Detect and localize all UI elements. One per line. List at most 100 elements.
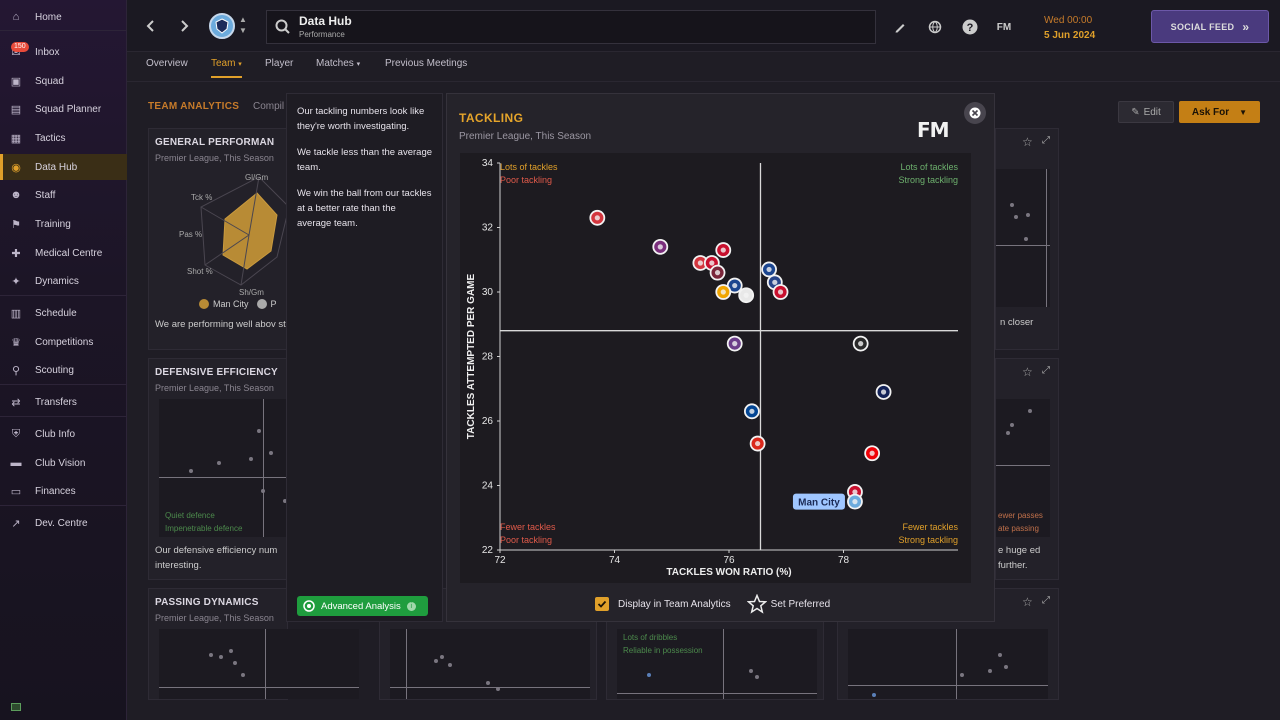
sidebar-item-label: Schedule <box>35 307 77 319</box>
expand-icon[interactable]: ⤢ <box>1042 135 1050 146</box>
crest-center <box>709 260 715 266</box>
sidebar-item-finances[interactable]: ▭ Finances <box>0 478 127 504</box>
tackling-scatter-chart: 72 74 76 78 22 24 26 28 30 32 34 TACKLES WON RATIO … <box>466 158 958 578</box>
sidebar-item-staff[interactable]: ☻ Staff <box>0 182 127 208</box>
checkmark-icon <box>597 600 607 608</box>
crest-center <box>869 450 875 456</box>
info-icon[interactable]: i <box>406 601 416 611</box>
crest-center <box>732 341 738 347</box>
edit-button[interactable] <box>891 18 909 36</box>
passing-dynamics-card[interactable]: PASSING DYNAMICS Premier League, This Se… <box>148 588 359 700</box>
y-tick-label: 22 <box>482 545 494 556</box>
team-dot <box>1010 423 1014 427</box>
team-dot <box>448 663 452 667</box>
club-crest[interactable] <box>209 13 235 39</box>
sidebar-item-squad-planner[interactable]: ▤ Squad Planner <box>0 96 127 122</box>
expand-icon[interactable]: ⤢ <box>1042 595 1050 606</box>
status-indicator-icon[interactable] <box>11 703 21 711</box>
modal-title: TACKLING <box>459 111 524 125</box>
sidebar-item-squad[interactable]: ▣ Squad <box>0 68 127 94</box>
avg-line <box>265 629 266 699</box>
sidebar-item-schedule[interactable]: ▥ Schedule <box>0 300 127 326</box>
display-checkbox[interactable] <box>595 597 609 611</box>
date-time: Wed 00:00 <box>1044 15 1093 26</box>
close-icon <box>969 107 981 119</box>
radar-legend: Man City P <box>199 299 277 309</box>
expand-icon[interactable]: ⤢ <box>1042 365 1050 376</box>
highlight-label-box <box>792 493 845 510</box>
sidebar-item-label: Scouting <box>35 364 74 376</box>
general-performance-card[interactable]: GENERAL PERFORMAN Premier League, This S… <box>148 128 289 350</box>
edit-analytics-button[interactable]: ✎ Edit <box>1118 101 1174 123</box>
quadrant-label: Lots of dribbles Reliable in possession <box>623 631 703 657</box>
radar-label: Pas % <box>179 230 202 239</box>
avg-line <box>159 687 359 688</box>
sidebar-item-label: Inbox <box>35 46 60 58</box>
quadrant-line: Lots of dribbles <box>623 633 678 642</box>
sidebar-item-dynamics[interactable]: ✦ Dynamics <box>0 268 127 294</box>
sidebar-item-data-hub[interactable]: ◉ Data Hub <box>0 154 127 180</box>
sidebar-item-medical-centre[interactable]: ✚ Medical Centre <box>0 240 127 266</box>
advanced-analysis-button[interactable]: Advanced Analysis i <box>297 596 428 616</box>
sidebar-item-club-info[interactable]: ⛨ Club Info <box>0 421 127 447</box>
avg-line <box>159 477 289 478</box>
sidebar-divider <box>0 416 127 417</box>
sidebar-item-competitions[interactable]: ♛ Competitions <box>0 329 127 355</box>
star-icon[interactable] <box>746 594 767 614</box>
help-button[interactable]: ? <box>961 18 979 36</box>
right-card-top[interactable]: ☆ ⤢ n closer <box>995 128 1059 350</box>
radar-label: Gl/Gm <box>245 173 268 182</box>
modal-subtitle: Premier League, This Season <box>459 131 592 142</box>
set-preferred-label[interactable]: Set Preferred <box>770 598 831 610</box>
tab-previous-meetings[interactable]: Previous Meetings <box>385 58 468 69</box>
sidebar-item-club-vision[interactable]: ▬ Club Vision <box>0 450 127 476</box>
star-icon[interactable]: ☆ <box>1022 365 1033 379</box>
sidebar-item-training[interactable]: ⚑ Training <box>0 211 127 237</box>
sidebar-item-scouting[interactable]: ⚲ Scouting <box>0 357 127 383</box>
sidebar-item-dev-centre[interactable]: ↗ Dev. Centre <box>0 510 127 536</box>
sidebar-divider <box>0 505 127 506</box>
sidebar-item-transfers[interactable]: ⇄ Transfers <box>0 389 127 415</box>
fm-logo: FM <box>917 118 950 142</box>
close-button[interactable] <box>964 102 986 124</box>
tab-player[interactable]: Player <box>265 58 294 69</box>
game-date[interactable]: Wed 00:00 5 Jun 2024 <box>1044 13 1095 43</box>
date-day: 5 Jun 2024 <box>1044 30 1096 41</box>
star-icon[interactable]: ☆ <box>1022 135 1033 149</box>
avg-line <box>956 629 957 699</box>
star-icon[interactable]: ☆ <box>1022 595 1033 609</box>
back-button[interactable] <box>139 14 161 38</box>
card-title: DEFENSIVE EFFICIENCY <box>155 367 278 378</box>
tab-team[interactable]: Team ▾ <box>211 58 242 78</box>
team-dot <box>872 693 876 697</box>
avg-line <box>996 465 1050 466</box>
club-crest-icon <box>215 18 229 34</box>
team-dot <box>269 451 273 455</box>
social-feed-button[interactable]: SOCIAL FEED » <box>1151 10 1269 43</box>
team-dot <box>755 675 759 679</box>
page-search-box[interactable]: Data Hub Performance <box>266 10 876 44</box>
display-label: Display in Team Analytics <box>618 598 731 610</box>
right-card-mid[interactable]: ☆ ⤢ ewer passes ate passing e huge ed fu… <box>995 358 1059 580</box>
x-tick-label: 76 <box>723 555 735 566</box>
mini-scatter <box>617 629 817 699</box>
forward-button[interactable] <box>174 14 196 38</box>
world-button[interactable] <box>926 18 944 36</box>
defensive-efficiency-card[interactable]: DEFENSIVE EFFICIENCY Premier League, Thi… <box>148 358 289 580</box>
sidebar-item-home[interactable]: ⌂ Home <box>0 4 127 30</box>
crest-center <box>766 266 772 273</box>
chevron-left-icon <box>146 20 154 32</box>
quadrant-label: ewer passes ate passing <box>998 509 1043 535</box>
passing-card-2[interactable] <box>379 588 597 700</box>
crest-center <box>858 341 864 347</box>
sidebar-item-inbox[interactable]: ✉ 150 Inbox <box>0 39 127 65</box>
card-subtitle: Premier League, This Season <box>155 153 274 163</box>
y-tick-label: 34 <box>482 158 494 169</box>
fm-button[interactable]: FM <box>996 21 1012 33</box>
ask-for-button[interactable]: Ask For ▼ <box>1179 101 1260 123</box>
tab-overview[interactable]: Overview <box>146 58 188 69</box>
club-switch-arrows[interactable]: ▲ ▼ <box>239 15 247 35</box>
sidebar-item-tactics[interactable]: ▦ Tactics <box>0 125 127 151</box>
team-dot <box>1006 431 1010 435</box>
tab-matches[interactable]: Matches ▾ <box>316 58 361 69</box>
